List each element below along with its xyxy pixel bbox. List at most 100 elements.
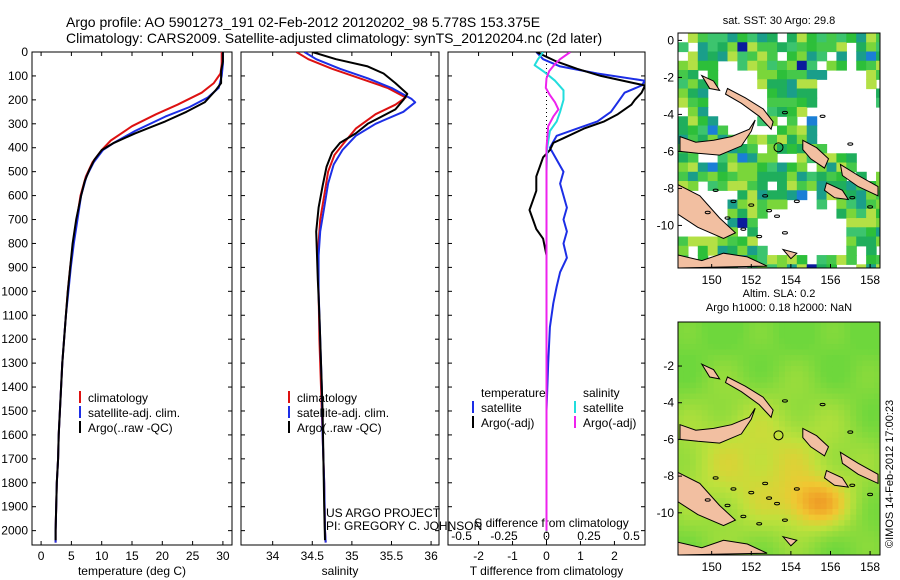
sla_map-cell — [802, 448, 810, 455]
sla_map-cell — [737, 492, 744, 499]
sla_map-ytick-label: -6 — [663, 432, 674, 446]
series-argo-raw-qc — [312, 52, 409, 541]
sst_map-cell — [767, 33, 778, 43]
series-salinity-argo-adj — [544, 52, 571, 531]
sla_map-cell — [737, 393, 744, 400]
sst_map-cell — [687, 116, 699, 127]
sla_map-cell — [749, 322, 756, 329]
sla_map-cell — [713, 333, 721, 340]
sst_map-cell — [707, 70, 719, 80]
sla_map-cell — [725, 327, 733, 334]
sla_map-cell — [755, 542, 762, 549]
sla_map-cell — [796, 531, 804, 538]
sla_map-cell — [767, 333, 774, 340]
sla_map-cell — [850, 553, 857, 555]
sla_map-cell — [707, 327, 715, 334]
sla_map-cell — [808, 525, 816, 532]
sla_map-cell — [820, 514, 828, 521]
sla_map-cell — [707, 393, 715, 400]
sla_map-cell — [808, 355, 816, 362]
sst_map-cell — [757, 79, 768, 90]
sla_map-cell — [802, 476, 810, 483]
sst_map-cell — [866, 190, 877, 201]
sla_map-cell — [868, 525, 875, 532]
sla_map-cell — [874, 553, 880, 555]
sla_map-cell — [743, 448, 750, 455]
sla_map-cell — [850, 322, 857, 329]
sla_map-cell — [850, 426, 857, 433]
sst_map-cell — [846, 162, 857, 173]
sla_map-cell — [779, 503, 786, 510]
sla_map-cell — [737, 443, 744, 450]
sla_map-cell — [761, 333, 768, 340]
sla_map-cell — [737, 498, 744, 505]
sla_map-cell — [820, 393, 828, 400]
sla_map-cell — [820, 421, 828, 428]
sla_map-cell — [773, 454, 780, 461]
sla_map-cell — [743, 322, 750, 329]
sst_map-cell — [836, 42, 847, 53]
sla_map-cell — [737, 525, 744, 532]
sst_map-islet — [756, 234, 763, 239]
depth-tick-label: 1100 — [2, 308, 28, 322]
sla_map-cell — [731, 459, 739, 466]
sst_map-islet — [774, 214, 781, 218]
sla_map-cell — [755, 487, 762, 494]
sla_map-cell — [874, 487, 880, 494]
sla_map-cell — [719, 410, 727, 417]
sla_map-cell — [743, 487, 750, 494]
sla_map-cell — [773, 509, 780, 516]
sla_map-island — [724, 376, 774, 419]
sst_map-cell — [707, 171, 719, 182]
sla_map-cell — [838, 333, 845, 340]
sla_map-cell — [844, 542, 851, 549]
sla_map-cell — [784, 421, 792, 428]
sla_map-cell — [749, 349, 756, 356]
sst_map-argo-float-marker — [773, 142, 784, 153]
sla_map-cell — [868, 498, 875, 505]
sla_map-cell — [743, 503, 750, 510]
sla_map-cell — [814, 360, 822, 367]
sla_map-cell — [868, 338, 875, 345]
sla_map-cell — [743, 509, 750, 516]
sla_map-cell — [767, 481, 774, 488]
salinity-xtick-label: 34.5 — [301, 549, 325, 563]
sla_map-cell — [862, 498, 869, 505]
sla_map-cell — [838, 531, 845, 538]
sla_map-cell — [838, 448, 845, 455]
sla_map-cell — [874, 503, 880, 510]
sst_map-cell — [707, 162, 719, 173]
sla_map-cell — [790, 360, 798, 367]
sst_map-cell — [767, 88, 778, 99]
sst_map-cell — [856, 190, 867, 201]
sst_map-cell — [678, 70, 689, 80]
sla_map-cell — [796, 393, 804, 400]
sla_map-cell — [790, 333, 798, 340]
sla_map-cell — [850, 531, 857, 538]
sla_map-cell — [838, 503, 845, 510]
depth-tick-label: 0 — [21, 45, 28, 59]
sla_map-cell — [796, 432, 804, 439]
sla_map-cell — [784, 454, 792, 461]
sla_map-cell — [850, 547, 857, 554]
sla_map-cell — [826, 459, 834, 466]
sla_map-cell — [820, 333, 828, 340]
sla_map-cell — [874, 344, 880, 351]
sst_map-cell — [737, 218, 748, 228]
sla_map-cell — [868, 410, 875, 417]
sla_map-cell — [749, 327, 756, 334]
sst_map-cell — [697, 107, 709, 117]
sst_map-cell — [707, 42, 719, 53]
sla_map-cell — [767, 498, 774, 505]
sla_map-cell — [737, 437, 744, 444]
salinity-diff-tick-label: 0.5 — [623, 529, 640, 543]
sla_map-cell — [844, 399, 851, 406]
sla_map-cell — [773, 404, 780, 411]
sla_map-cell — [737, 360, 744, 367]
sla_map-cell — [737, 366, 744, 373]
sst_map-islet — [867, 205, 874, 209]
sst_map-cell — [856, 218, 867, 228]
sst_map-cell — [826, 162, 838, 173]
sla_map-cell — [737, 410, 744, 417]
sla_map-cell — [796, 542, 804, 549]
